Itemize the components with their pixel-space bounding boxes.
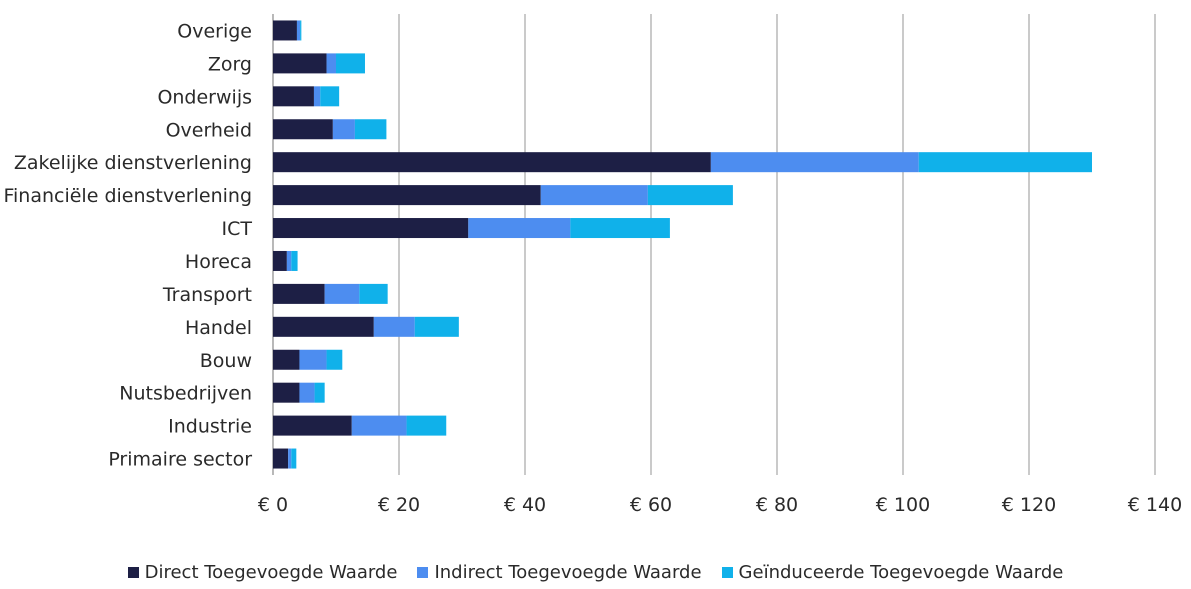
legend-item: Indirect Toegevoegde Waarde <box>417 562 702 583</box>
bar-segment <box>406 415 447 436</box>
x-tick-labels: € 0 € 20 € 40 € 60 € 80 € 100 € 120 € 140 <box>258 494 1182 516</box>
bar-segment <box>570 218 670 239</box>
category-label: Onderwijs <box>157 86 252 108</box>
category-label: Nutsbedrijven <box>119 383 252 405</box>
legend-item: Direct Toegevoegde Waarde <box>127 562 398 583</box>
bar-segment <box>320 86 340 107</box>
category-labels: Overige Zorg Onderwijs Overheid Zakelijke di… <box>3 20 252 470</box>
bar-segment <box>300 20 302 41</box>
bar-segment <box>351 415 407 436</box>
category-label: Overheid <box>166 119 252 141</box>
bar-segment <box>273 316 374 337</box>
bar-segment <box>296 20 301 41</box>
bar-segment <box>273 152 711 173</box>
x-tick-label: € 20 <box>378 494 420 516</box>
bar-segment <box>299 349 327 370</box>
bar-segment <box>313 86 321 107</box>
x-tick-label: € 40 <box>504 494 546 516</box>
category-label: Zakelijke dienstverlening <box>14 152 252 174</box>
x-tick-label: € 140 <box>1128 494 1182 516</box>
bar-segment <box>314 382 325 403</box>
bar-segment <box>273 119 333 140</box>
x-tick-label: € 100 <box>876 494 930 516</box>
bar-segment <box>468 218 571 239</box>
category-label: Financiële dienstverlening <box>3 185 252 207</box>
bar-segment <box>326 349 343 370</box>
legend-swatch <box>417 567 429 578</box>
x-tick-label: € 120 <box>1002 494 1056 516</box>
category-label: Primaire sector <box>108 449 252 471</box>
bar-segment <box>326 53 336 74</box>
x-tick-label: € 80 <box>756 494 798 516</box>
bar-segment <box>273 218 469 239</box>
bar-segment <box>273 283 325 304</box>
category-label: Overige <box>177 20 252 42</box>
category-label: Horeca <box>185 251 252 273</box>
category-label: Handel <box>185 317 252 339</box>
category-label: Transport <box>162 284 252 306</box>
legend-swatch <box>127 567 139 578</box>
bar-segment <box>273 448 289 469</box>
bar-segment <box>918 152 1092 173</box>
bar-segment <box>288 448 292 469</box>
legend: Direct Toegevoegde Waarde Indirect Toegev… <box>0 562 1191 583</box>
bar-segment <box>414 316 459 337</box>
bar-segment <box>273 86 314 107</box>
bar-segment <box>324 283 360 304</box>
bar-segment <box>299 382 315 403</box>
category-label: Zorg <box>208 53 252 75</box>
bar-segment <box>273 185 541 206</box>
bar-segment <box>354 119 387 140</box>
bars <box>273 20 1092 469</box>
bar-segment <box>373 316 415 337</box>
bar-segment <box>273 20 297 41</box>
bar-segment <box>291 448 297 469</box>
legend-item: Geïnduceerde Toegevoegde Waarde <box>721 562 1064 583</box>
bar-segment <box>332 119 355 140</box>
bar-segment <box>273 53 327 74</box>
category-label: Industrie <box>168 416 252 438</box>
bar-segment <box>647 185 733 206</box>
x-tick-label: € 60 <box>630 494 672 516</box>
category-label: Bouw <box>200 350 252 372</box>
bar-segment <box>291 250 298 271</box>
bar-segment <box>540 185 648 206</box>
bar-segment <box>286 250 292 271</box>
legend-label: Direct Toegevoegde Waarde <box>144 562 398 583</box>
bar-segment <box>273 415 352 436</box>
bar-segment <box>273 250 287 271</box>
legend-label: Geïnduceerde Toegevoegde Waarde <box>738 562 1064 583</box>
bar-segment <box>336 53 365 74</box>
legend-label: Indirect Toegevoegde Waarde <box>434 562 702 583</box>
bar-segment <box>359 283 388 304</box>
gridlines <box>272 14 1156 475</box>
bar-segment <box>710 152 919 173</box>
bar-segment <box>273 382 300 403</box>
x-tick-label: € 0 <box>258 494 288 516</box>
category-label: ICT <box>222 218 253 240</box>
bar-segment <box>273 349 300 370</box>
legend-swatch <box>721 567 733 578</box>
